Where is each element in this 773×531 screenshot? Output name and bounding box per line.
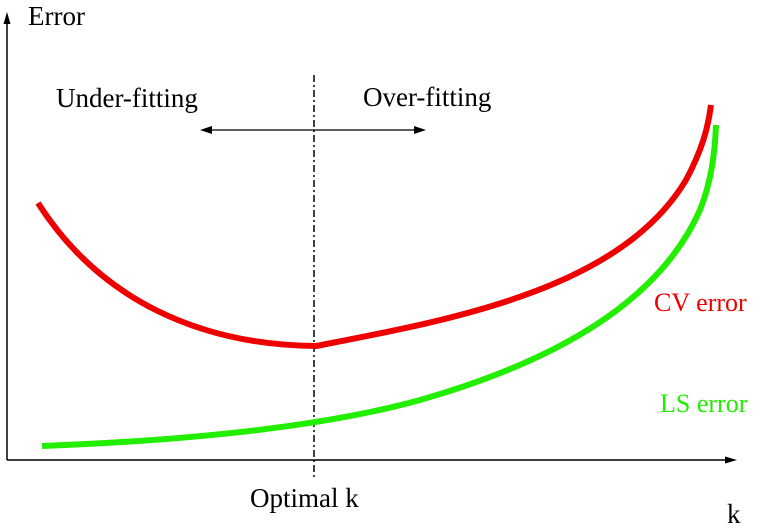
under-fitting-label: Under-fitting [56,83,198,113]
x-axis-label: k [727,499,741,526]
over-fitting-label: Over-fitting [363,82,491,112]
ls-error-curve [41,124,719,449]
ls-error-label: LS error [660,389,748,418]
optimal-k-label: Optimal k [250,483,359,513]
y-axis-label: Error [28,1,85,31]
fitting-arrow-left-head [200,126,212,134]
cv-error-curve [35,104,714,350]
y-axis-arrowhead [3,12,11,24]
cv-error-label: CV error [654,288,747,317]
x-axis-arrowhead [725,456,737,464]
fitting-arrow-right-head [414,126,426,134]
